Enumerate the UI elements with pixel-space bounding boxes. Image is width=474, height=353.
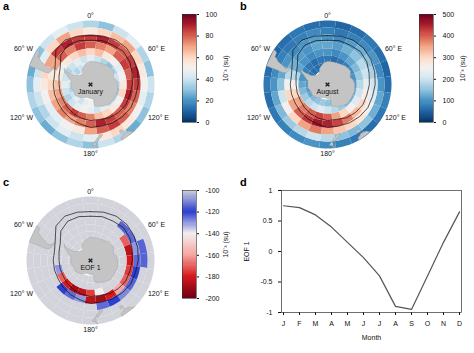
svg-text:60: 60 <box>206 54 214 61</box>
html-text:a: a <box>3 0 10 12</box>
svg-text:10⁻³ (su): 10⁻³ (su) <box>222 55 230 81</box>
svg-text:200: 200 <box>443 76 455 83</box>
svg-text:180°: 180° <box>83 326 98 333</box>
svg-text:300: 300 <box>443 54 455 61</box>
svg-text:M: M <box>313 320 319 327</box>
svg-text:0.5: 0.5 <box>263 217 273 224</box>
svg-text:60° E: 60° E <box>148 45 166 52</box>
html-text:c: c <box>3 176 10 188</box>
svg-text:40: 40 <box>206 76 214 83</box>
svg-text:-160: -160 <box>206 252 220 259</box>
svg-text:J: J <box>282 320 286 327</box>
svg-text:400: 400 <box>443 32 455 39</box>
svg-text:80: 80 <box>206 32 214 39</box>
svg-text:60° W: 60° W <box>251 45 271 52</box>
svg-text:M: M <box>345 320 351 327</box>
svg-text:N: N <box>441 320 446 327</box>
svg-text:0: 0 <box>206 119 210 126</box>
svg-text:60° E: 60° E <box>385 45 403 52</box>
svg-text:0: 0 <box>443 119 447 126</box>
svg-text:500: 500 <box>443 11 455 18</box>
svg-text:60° W: 60° W <box>14 221 34 228</box>
svg-text:180°: 180° <box>83 150 98 157</box>
svg-text:0: 0 <box>269 248 273 255</box>
svg-text:10⁻³ (su): 10⁻³ (su) <box>459 55 467 81</box>
svg-text:0°: 0° <box>324 12 331 19</box>
html-text:d: d <box>240 176 247 188</box>
svg-text:-140: -140 <box>206 230 220 237</box>
svg-text:60° W: 60° W <box>14 45 34 52</box>
svg-text:60° E: 60° E <box>148 221 166 228</box>
svg-text:Month: Month <box>362 334 382 341</box>
svg-text:EOF 1: EOF 1 <box>243 241 250 261</box>
svg-text:120° E: 120° E <box>385 114 406 121</box>
svg-text:F: F <box>297 320 301 327</box>
svg-text:100: 100 <box>443 97 455 104</box>
svg-text:S: S <box>409 320 414 327</box>
svg-text:O: O <box>425 320 431 327</box>
svg-text:J: J <box>362 320 366 327</box>
svg-text:-200: -200 <box>206 295 220 302</box>
svg-text:10⁻³ (su): 10⁻³ (su) <box>222 231 230 257</box>
svg-text:A: A <box>329 320 334 327</box>
svg-text:0°: 0° <box>87 12 94 19</box>
svg-text:120° E: 120° E <box>148 290 169 297</box>
svg-text:A: A <box>393 320 398 327</box>
svg-text:20: 20 <box>206 97 214 104</box>
svg-text:120° W: 120° W <box>247 114 270 121</box>
svg-text:-0.5: -0.5 <box>260 278 272 285</box>
svg-text:January: January <box>78 88 103 96</box>
svg-text:180°: 180° <box>320 150 335 157</box>
html-text:b: b <box>240 0 247 12</box>
svg-text:D: D <box>457 320 462 327</box>
svg-text:120° E: 120° E <box>148 114 169 121</box>
svg-text:August: August <box>317 88 339 96</box>
svg-text:-1: -1 <box>266 309 272 316</box>
svg-text:100: 100 <box>206 11 218 18</box>
svg-text:J: J <box>378 320 382 327</box>
svg-text:1: 1 <box>269 187 273 194</box>
svg-text:EOF 1: EOF 1 <box>80 264 100 271</box>
svg-text:0°: 0° <box>87 188 94 195</box>
svg-text:-100: -100 <box>206 187 220 194</box>
svg-text:-180: -180 <box>206 273 220 280</box>
svg-text:-120: -120 <box>206 208 220 215</box>
svg-text:120° W: 120° W <box>10 114 33 121</box>
svg-text:120° W: 120° W <box>10 290 33 297</box>
